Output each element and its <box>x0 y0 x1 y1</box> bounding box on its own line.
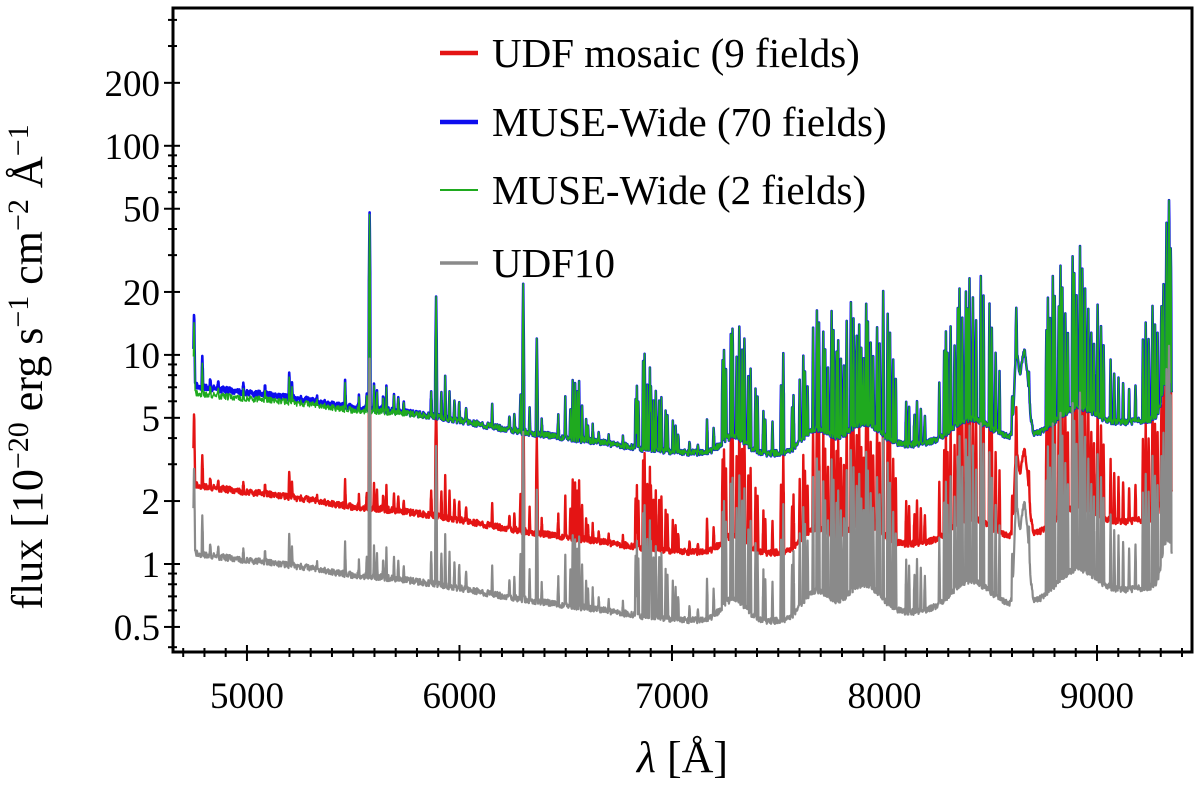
x-axis-label: λ [Å] <box>635 733 728 782</box>
legend-label-udf-mosaic: UDF mosaic (9 fields) <box>492 30 860 76</box>
y-tick-label: 0.5 <box>114 608 160 649</box>
x-tick-label: 8000 <box>847 676 921 717</box>
legend-item-muse-wide-2: MUSE-Wide (2 fields) <box>440 167 866 213</box>
y-tick-label: 20 <box>123 273 160 314</box>
legend-label-udf10: UDF10 <box>492 240 615 286</box>
series-line-muse-wide-2 <box>192 199 1173 458</box>
legend-label-muse-wide-2: MUSE-Wide (2 fields) <box>492 167 866 213</box>
y-tick-label: 50 <box>123 190 160 231</box>
y-tick-label: 2 <box>142 482 161 523</box>
y-tick-label: 1 <box>142 545 161 586</box>
y-axis-label: flux [10−20 erg s−1 cm−2 Å−1 <box>2 124 52 609</box>
y-tick-label: 5 <box>142 399 161 440</box>
series-line-udf-mosaic <box>192 298 1173 557</box>
y-tick-label: 200 <box>105 64 161 105</box>
legend-item-udf10: UDF10 <box>440 240 615 286</box>
x-tick-label: 6000 <box>422 676 496 717</box>
legend: UDF mosaic (9 fields) MUSE-Wide (70 field… <box>440 30 887 286</box>
y-tick-label: 10 <box>123 336 160 377</box>
legend-label-muse-wide-70: MUSE-Wide (70 fields) <box>492 99 887 145</box>
x-tick-label: 5000 <box>210 676 284 717</box>
plot-frame <box>171 6 1194 654</box>
x-tick-label: 9000 <box>1060 676 1134 717</box>
legend-item-udf-mosaic: UDF mosaic (9 fields) <box>440 30 860 76</box>
plot-data-area <box>192 198 1174 626</box>
y-tick-label: 100 <box>105 127 161 168</box>
x-tick-label: 7000 <box>635 676 709 717</box>
axes: 5000 6000 7000 8000 9000 0.5 1 2 5 10 20 50 100 200 <box>105 18 1184 717</box>
series-line-udf10 <box>192 344 1173 626</box>
legend-item-muse-wide-70: MUSE-Wide (70 fields) <box>440 99 887 145</box>
